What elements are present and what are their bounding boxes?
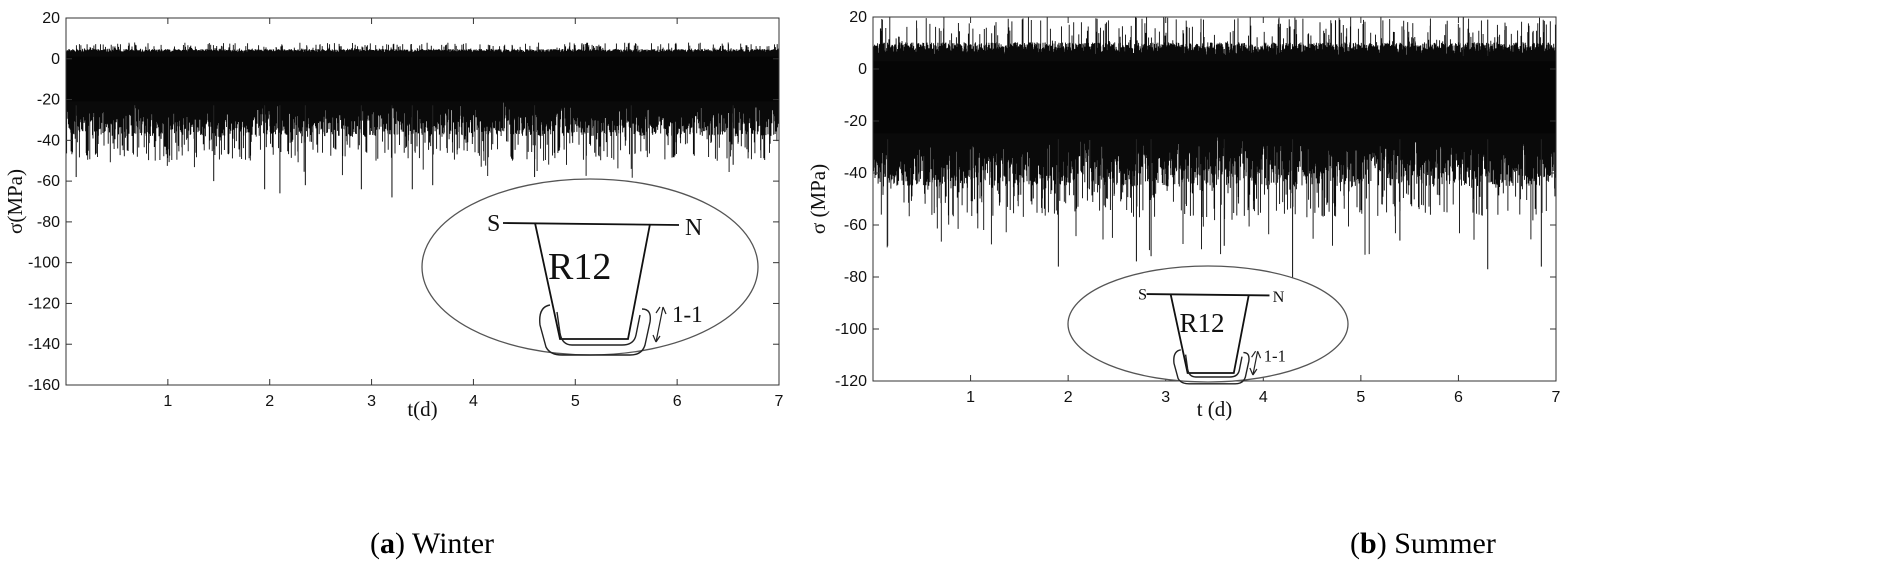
x-tick-label: 6 xyxy=(1454,389,1463,406)
x-tick-label: 2 xyxy=(265,393,274,410)
chart-panel-winter: 20 0 -20 -40 -60 -80 -100 -120 -140 -160 1 2 3 4 5 6 7 t(… xyxy=(3,10,784,560)
y-tick-label: 20 xyxy=(849,9,867,26)
x-tick-label: 7 xyxy=(1552,389,1561,406)
y-tick-label: -40 xyxy=(37,132,60,149)
section-arrow-icon xyxy=(652,306,667,343)
x-tick-label: 3 xyxy=(1161,389,1170,406)
x-tick-label: 6 xyxy=(673,393,682,410)
x-tick-label: 4 xyxy=(469,393,478,410)
inset-ellipse xyxy=(1067,265,1349,383)
x-tick-label: 4 xyxy=(1259,389,1268,406)
y-tick-label: -60 xyxy=(844,217,867,234)
y-axis-label: σ(MPa) xyxy=(3,169,27,234)
y-tick-label: -80 xyxy=(37,214,60,231)
y-tick-label: 0 xyxy=(858,61,867,78)
caption-winter: (a) Winter xyxy=(370,527,495,560)
diaphragm-cutout-outer xyxy=(1173,349,1250,385)
signal-trace xyxy=(66,42,779,198)
y-axis-label: σ (MPa) xyxy=(806,164,830,234)
u-rib-outline xyxy=(1169,293,1250,374)
y-tick-label: -140 xyxy=(28,336,60,353)
x-axis-label: t (d) xyxy=(1197,397,1233,421)
inset-label-n: N xyxy=(685,215,702,241)
x-tick-label: 1 xyxy=(163,393,172,410)
stress-chart-summer: 20 0 -20 -40 -60 -80 -100 -120 1 2 3 4 5 6 7 t (d) σ (MP… xyxy=(806,9,1561,421)
inset-label-section: 1-1 xyxy=(1264,346,1286,365)
stress-chart-winter: 20 0 -20 -40 -60 -80 -100 -120 -140 -160 1 2 3 4 5 6 7 t(… xyxy=(3,10,784,421)
plot-frame xyxy=(65,17,780,386)
y-tick-label: -100 xyxy=(835,321,867,338)
rib-section-inset: S N R12 1-1 xyxy=(1067,265,1349,385)
y-tick-label: -160 xyxy=(28,377,60,394)
x-tick-label: 1 xyxy=(966,389,975,406)
signal-trace xyxy=(873,17,1556,285)
inset-label-n: N xyxy=(1273,287,1285,306)
y-tick-label: -80 xyxy=(844,269,867,286)
y-tick-label: -60 xyxy=(37,173,60,190)
diaphragm-cutout-inner xyxy=(1184,354,1243,378)
y-tick-label: -40 xyxy=(844,165,867,182)
diaphragm-cutout-outer xyxy=(539,304,652,356)
y-tick-label: 0 xyxy=(51,51,60,68)
y-tick-label: -120 xyxy=(28,295,60,312)
x-tick-label: 7 xyxy=(775,393,784,410)
x-tick-label: 5 xyxy=(571,393,580,410)
inset-label-s: S xyxy=(1138,285,1147,304)
inset-label-rib: R12 xyxy=(1179,308,1224,338)
inset-label-s: S xyxy=(487,211,500,237)
diaphragm-cutout-inner xyxy=(556,311,641,346)
caption-summer: (b) Summer xyxy=(1350,527,1496,560)
signal-core xyxy=(66,56,779,102)
u-rib-outline xyxy=(534,222,651,340)
inset-label-rib: R12 xyxy=(548,246,611,288)
x-axis-label: t(d) xyxy=(407,397,437,421)
x-tick-label: 5 xyxy=(1356,389,1365,406)
x-tick-label: 3 xyxy=(367,393,376,410)
inset-label-section: 1-1 xyxy=(672,302,703,327)
rib-section-inset: S N R12 1-1 xyxy=(421,178,759,356)
chart-panel-summer: 20 0 -20 -40 -60 -80 -100 -120 1 2 3 4 5 6 7 t (d) σ (MP… xyxy=(800,0,1900,572)
y-tick-label: 20 xyxy=(42,10,60,27)
y-tick-label: -20 xyxy=(37,92,60,109)
y-tick-label: -100 xyxy=(28,255,60,272)
y-tick-label: -20 xyxy=(844,113,867,130)
y-tick-label: -120 xyxy=(835,373,867,390)
x-tick-label: 2 xyxy=(1064,389,1073,406)
signal-core xyxy=(873,61,1556,134)
signal-band xyxy=(873,17,1556,255)
section-arrow-icon xyxy=(1249,350,1262,376)
